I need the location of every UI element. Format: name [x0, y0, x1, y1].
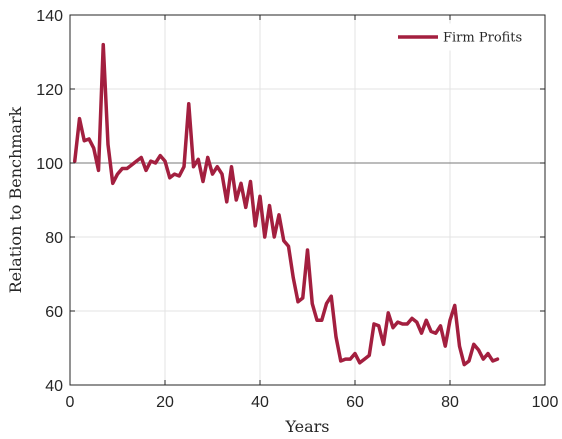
x-tick-label: 0 — [66, 394, 75, 411]
y-tick-label: 100 — [36, 156, 63, 173]
series-line-firm-profits — [73, 42, 500, 367]
series-lines — [73, 42, 500, 367]
plot-area-frame — [69, 14, 546, 386]
y-tick-label: 80 — [45, 230, 63, 247]
legend-label-firm-profits: Firm Profits — [443, 31, 522, 46]
x-tick-label: 100 — [532, 394, 559, 411]
x-axis-ticks: 0 20 40 60 80 100 — [66, 15, 559, 411]
y-tick-label: 140 — [36, 8, 63, 25]
y-axis-title: Relation to Benchmark — [6, 106, 25, 293]
legend: Firm Profits — [391, 23, 539, 51]
x-tick-label: 20 — [156, 394, 174, 411]
y-axis-ticks: 40 60 80 100 120 140 — [36, 8, 545, 395]
x-tick-label: 40 — [251, 394, 269, 411]
y-tick-label: 60 — [45, 304, 63, 321]
x-tick-label: 80 — [441, 394, 459, 411]
grid — [70, 15, 545, 385]
y-tick-label: 120 — [36, 82, 63, 99]
x-tick-label: 60 — [346, 394, 364, 411]
y-tick-label: 40 — [45, 378, 63, 395]
x-axis-title: Years — [284, 417, 329, 436]
